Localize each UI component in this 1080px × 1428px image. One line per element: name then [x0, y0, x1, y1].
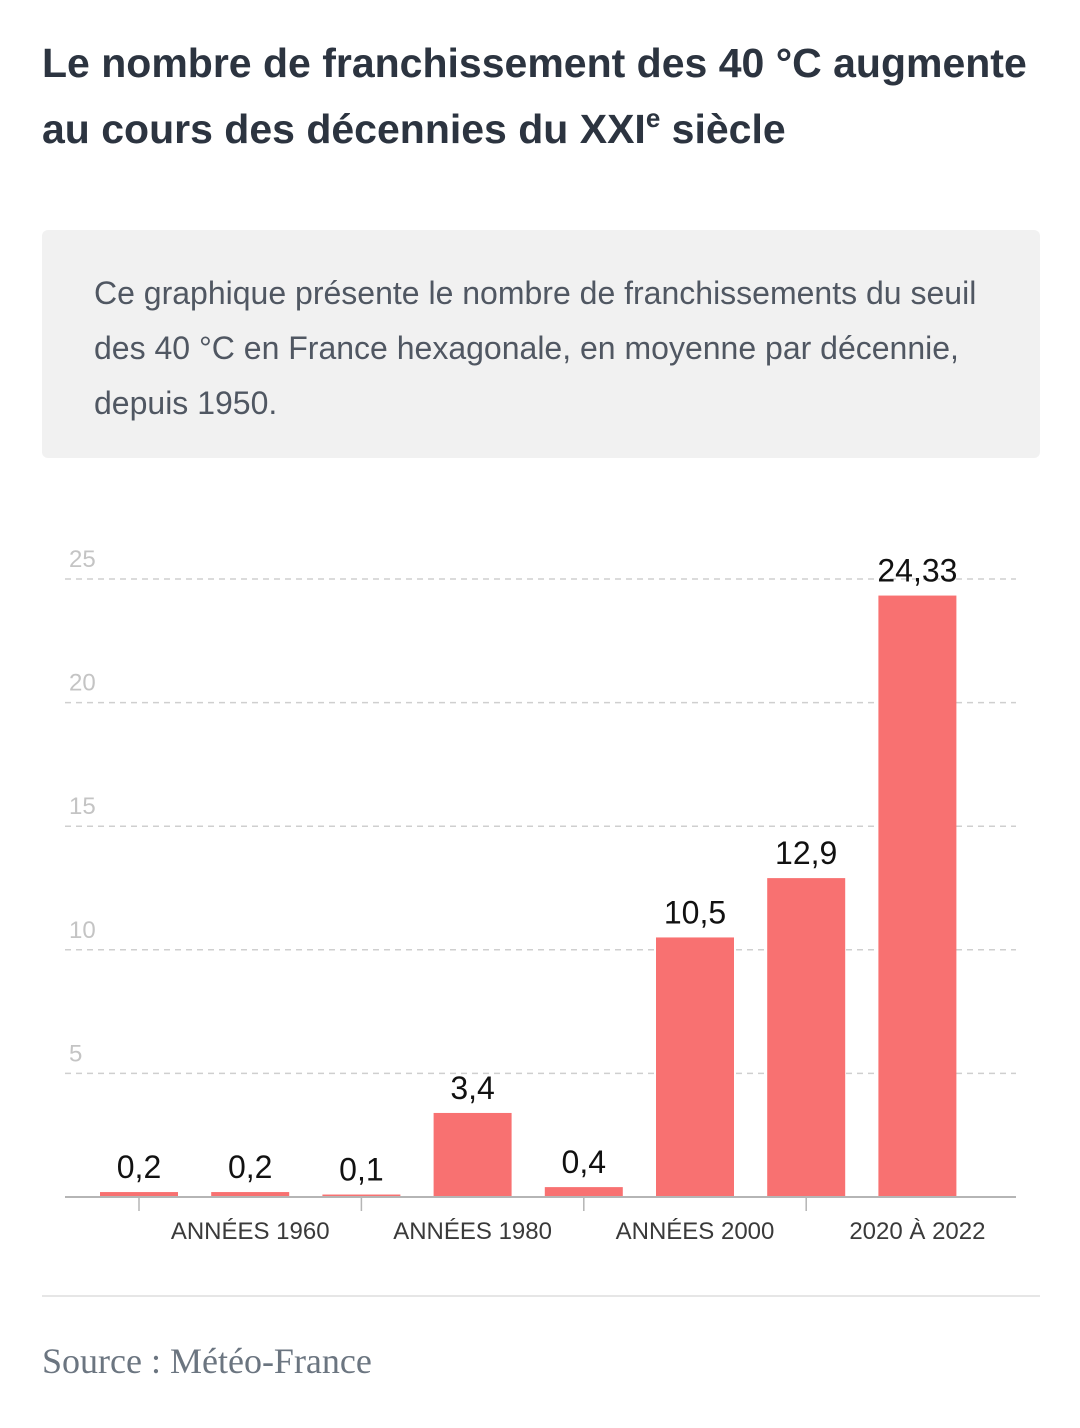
bar-chart: 5 10 15 20 25 0,2 0,2 0,1 3,4 0,4 10,5 12,9 24,33 ANN… [65, 546, 1016, 1245]
bar [656, 937, 734, 1197]
x-category-label: ANNÉES 1960 [171, 1218, 330, 1245]
bar-value-label: 12,9 [775, 835, 837, 871]
x-category-label: 2020 À 2022 [849, 1218, 985, 1245]
bar [878, 595, 957, 1197]
chart-title: Le nombre de franchissement des 40 °C au… [42, 30, 1052, 162]
y-tick-label: 25 [69, 546, 96, 573]
title-text: Le nombre de franchissement des 40 °C au… [42, 40, 1027, 152]
y-tick-label: 5 [69, 1040, 82, 1067]
divider [42, 1295, 1040, 1297]
source-note: Source : Météo-France [42, 1341, 372, 1381]
x-category-label: ANNÉES 1980 [393, 1218, 552, 1245]
bar [544, 1187, 623, 1197]
bar [322, 1194, 401, 1197]
bar [211, 1192, 290, 1197]
bar-value-label: 10,5 [664, 894, 726, 930]
title-suffix: siècle [660, 106, 786, 152]
bar-value-label: 24,33 [877, 553, 957, 589]
bar [100, 1192, 178, 1197]
x-category-label: ANNÉES 2000 [616, 1218, 775, 1245]
y-tick-label: 10 [69, 917, 96, 944]
bar [433, 1112, 512, 1197]
y-tick-label: 20 [69, 670, 96, 697]
title-superscript: e [645, 103, 661, 133]
bar [767, 878, 846, 1197]
bar-value-label: 0,4 [562, 1144, 606, 1180]
bar-value-label: 0,2 [228, 1149, 272, 1185]
description-text: Ce graphique présente le nombre de franc… [94, 275, 977, 421]
y-tick-label: 15 [69, 793, 96, 820]
bar-value-label: 0,1 [339, 1152, 383, 1188]
bar-value-label: 0,2 [117, 1149, 161, 1185]
bar-value-label: 3,4 [450, 1070, 494, 1106]
description-box: Ce graphique présente le nombre de franc… [42, 230, 1040, 458]
